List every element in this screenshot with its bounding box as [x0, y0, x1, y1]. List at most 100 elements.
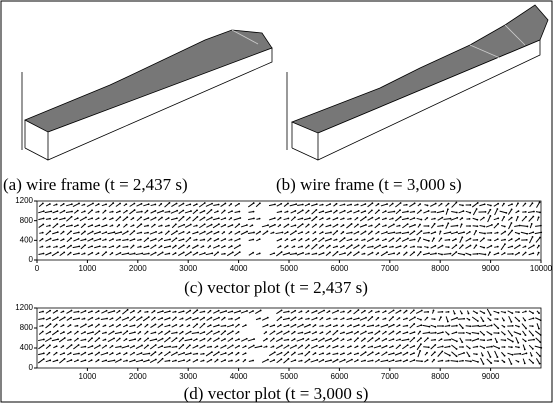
vector-arrow-head	[85, 323, 87, 325]
vector-arrow-head	[85, 310, 87, 312]
vector-arrow-head	[526, 352, 528, 354]
vector-arrow	[374, 346, 380, 348]
vector-arrow-head	[113, 337, 115, 339]
vector-arrow-head	[440, 237, 442, 239]
vector-arrow-head	[84, 210, 86, 212]
vector-arrow-head	[133, 224, 135, 226]
vector-arrow	[179, 345, 184, 349]
vector-arrow	[59, 317, 64, 320]
vector-arrow	[157, 211, 163, 213]
vector-arrow	[136, 360, 142, 362]
vector-arrow-head	[218, 231, 220, 233]
vector-arrow-head	[519, 225, 521, 227]
vector-arrow-head	[218, 204, 220, 206]
vector-arrow-head	[84, 331, 86, 333]
vector-arrow-head	[456, 340, 458, 342]
vector-arrow	[283, 318, 289, 319]
vector-arrow-head	[91, 359, 93, 361]
vector-arrow-head	[538, 312, 540, 314]
vector-arrow	[164, 346, 170, 347]
vector-arrow-head	[378, 209, 380, 211]
vector-arrow	[115, 332, 121, 333]
vector-arrow-head	[175, 360, 177, 362]
vector-arrow	[227, 331, 233, 334]
vector-arrow-head	[267, 324, 269, 326]
vector-arrow-head	[281, 251, 283, 253]
vector-arrow	[241, 339, 247, 342]
vector-arrow-head	[259, 318, 261, 320]
x-tick-label: 4000	[230, 264, 248, 273]
vector-arrow-head	[337, 330, 339, 332]
vector-arrow-head	[202, 245, 204, 247]
vector-arrow-head	[239, 244, 241, 246]
vector-arrow	[423, 325, 430, 326]
vector-arrow-head	[344, 210, 346, 212]
vector-arrow-head	[476, 353, 478, 355]
vector-arrow	[472, 332, 479, 333]
vector-arrow-head	[288, 311, 290, 313]
vector-arrow-head	[469, 347, 471, 349]
vector-arrow-head	[57, 338, 59, 340]
vector-arrow-head	[104, 217, 106, 219]
vector-arrow-head	[148, 253, 150, 255]
vector-arrow	[360, 318, 366, 321]
vector-arrow-head	[169, 324, 171, 326]
vector-arrow	[409, 317, 415, 320]
vector-arrow-head	[196, 209, 198, 211]
vector-arrow-head	[337, 353, 339, 355]
vector-arrow	[388, 224, 394, 227]
vector-arrow-head	[274, 217, 276, 219]
vector-arrow-head	[400, 245, 402, 247]
vector-arrow-head	[161, 324, 163, 326]
vector-arrow-head	[316, 345, 318, 347]
vector-arrow-head	[288, 331, 290, 333]
vector-arrow-head	[517, 216, 519, 218]
vector-arrow-head	[183, 216, 185, 218]
vector-arrow-head	[168, 253, 170, 255]
x-tick-label: 0	[35, 264, 40, 273]
vector-arrow-head	[315, 253, 317, 255]
vector-arrow-head	[364, 338, 366, 340]
vector-arrow	[186, 238, 191, 242]
vector-arrow-head	[538, 252, 540, 254]
vector-arrow-head	[295, 203, 297, 205]
vector-arrow-head	[287, 218, 289, 220]
vector-arrow-head	[132, 217, 134, 219]
vector-arrow	[108, 338, 114, 341]
vector-arrow-head	[461, 313, 463, 315]
vector-arrow-head	[70, 339, 72, 341]
vector-arrow-head	[322, 352, 324, 354]
vector-arrow-head	[279, 224, 281, 226]
vector-arrow-head	[490, 362, 492, 364]
vector-arrow-head	[434, 211, 436, 213]
vector-arrow-head	[134, 253, 136, 255]
vector-arrow-head	[183, 244, 185, 246]
vector-arrow-head	[218, 223, 220, 225]
x-tick-label: 5000	[280, 264, 298, 273]
vector-arrow-head	[358, 210, 360, 212]
vector-arrow-head	[134, 359, 136, 361]
vector-arrow	[108, 360, 115, 361]
vector-arrow-head	[434, 318, 436, 320]
vector-arrow-head	[525, 311, 527, 313]
vector-arrow-head	[357, 224, 359, 226]
vector-arrow-head	[43, 210, 45, 212]
vector-arrow-head	[441, 203, 443, 205]
vector-arrow-head	[259, 253, 261, 255]
vector-arrow-head	[253, 232, 255, 234]
vector-arrow-head	[448, 311, 450, 313]
vector-arrow-head	[456, 348, 458, 350]
vector-arrow	[325, 239, 331, 241]
vector-arrow	[479, 254, 486, 255]
vector-arrow	[460, 237, 463, 243]
vector-arrow-head	[365, 216, 367, 218]
vector-arrow-head	[148, 316, 150, 318]
vector-arrow	[276, 338, 282, 341]
vector-arrow-head	[364, 360, 366, 362]
vector-arrow	[305, 352, 310, 356]
vector-arrow-head	[468, 313, 470, 315]
vector-arrow-head	[218, 217, 220, 219]
vector-arrow-head	[448, 325, 450, 327]
vector-arrow-head	[231, 352, 233, 354]
vector-arrow-head	[407, 223, 409, 225]
